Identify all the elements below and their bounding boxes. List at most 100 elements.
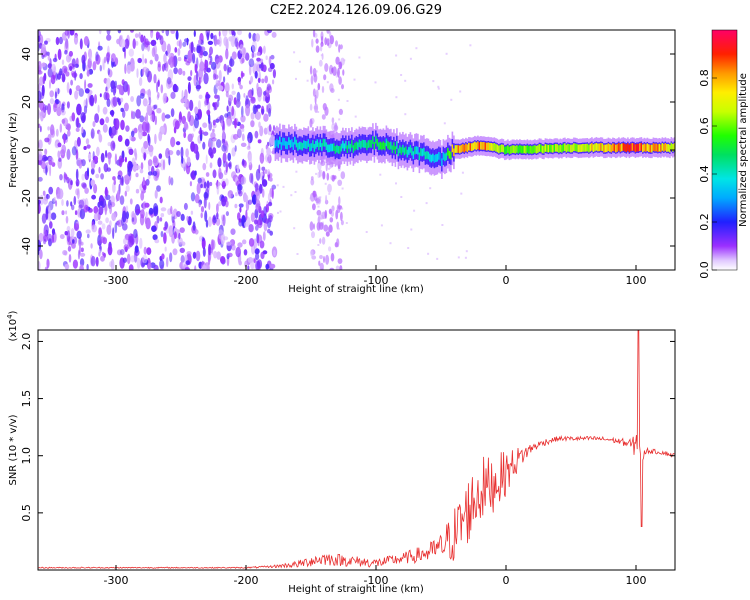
streak-blob [330, 35, 334, 44]
noise-blob [83, 146, 86, 150]
noise-blob [162, 64, 165, 72]
noise-blob [203, 73, 208, 85]
ridge-core [500, 145, 502, 153]
streak-blob [310, 250, 313, 257]
streak-blob [317, 172, 319, 178]
noise-blob [76, 179, 80, 187]
ridge-core [572, 145, 574, 153]
ridge-core [627, 143, 629, 151]
ridge-core [498, 146, 500, 154]
ridge-core [323, 139, 325, 147]
noise-blob [268, 215, 272, 222]
noise-blob [223, 76, 225, 83]
noise-blob [170, 92, 175, 99]
noise-blob [209, 47, 213, 55]
ridge-core [606, 144, 608, 152]
noise-blob [214, 34, 217, 46]
ridge-core [441, 158, 443, 166]
noise-blob [98, 221, 103, 225]
ridge-core [387, 141, 389, 149]
noise-blob [206, 220, 208, 228]
streak-blob [318, 83, 321, 90]
noise-blob [185, 148, 189, 157]
noise-blob [64, 173, 67, 179]
bottom-x-tick-label: 100 [626, 574, 647, 587]
noise-blob [234, 97, 237, 105]
ridge-core [639, 143, 641, 151]
noise-blob [63, 118, 69, 127]
ridge-core [417, 147, 419, 155]
ridge-core [546, 144, 548, 152]
noise-blob [56, 37, 60, 45]
noise-blob [239, 44, 244, 54]
noise-blob [136, 209, 141, 214]
noise-blob [129, 264, 134, 272]
noise-blob [188, 82, 191, 94]
noise-blob [221, 120, 224, 127]
ridge-core [357, 142, 359, 150]
ridge-core [356, 142, 358, 150]
ridge-core [354, 143, 356, 151]
ridge-core [327, 145, 329, 153]
noise-blob [46, 52, 50, 56]
ridge-core [312, 140, 314, 148]
ridge-core [453, 149, 455, 157]
noise-blob [148, 171, 153, 175]
noise-blob [106, 87, 108, 92]
noise-blob [49, 165, 51, 177]
noise-blob [66, 216, 69, 224]
ridge-core [372, 136, 374, 144]
ridge-core [489, 143, 491, 151]
noise-blob [95, 51, 98, 61]
noise-blob [75, 210, 77, 215]
streak-blob [311, 75, 314, 85]
noise-blob [142, 121, 147, 132]
noise-blob [76, 85, 81, 91]
faint-dot [295, 171, 297, 173]
noise-blob [184, 122, 188, 130]
faint-dot [277, 212, 279, 214]
noise-blob [255, 260, 260, 270]
noise-blob [215, 119, 219, 123]
ridge-core [566, 145, 568, 153]
noise-blob [235, 247, 241, 257]
faint-dot [328, 193, 330, 195]
noise-blob [161, 213, 165, 217]
noise-blob [111, 195, 115, 205]
noise-blob [81, 127, 83, 134]
noise-blob [79, 200, 85, 209]
streak-blob [324, 63, 328, 72]
noise-blob [138, 128, 143, 140]
noise-blob [91, 256, 96, 267]
noise-blob [154, 239, 159, 243]
ridge-core [297, 143, 299, 151]
noise-blob [142, 68, 144, 75]
noise-blob [176, 150, 180, 156]
noise-blob [143, 98, 148, 106]
noise-blob [133, 38, 136, 49]
noise-blob [190, 70, 192, 76]
noise-blob [272, 148, 275, 154]
noise-blob [196, 251, 201, 262]
noise-blob [160, 217, 163, 221]
ridge-core [522, 146, 524, 154]
noise-blob [64, 50, 67, 55]
ridge-core [536, 146, 538, 154]
colorbar-gradient [712, 30, 737, 270]
faint-dot [338, 99, 340, 101]
noise-blob [143, 141, 148, 149]
noise-blob [91, 195, 96, 200]
noise-blob [42, 85, 45, 97]
faint-dot [293, 227, 295, 229]
ridge-core [419, 153, 421, 161]
noise-blob [139, 77, 142, 86]
noise-blob [117, 175, 121, 180]
noise-blob [53, 102, 57, 112]
faint-dot [319, 196, 321, 198]
noise-blob [43, 239, 46, 245]
noise-blob [113, 85, 116, 96]
noise-blob [76, 118, 79, 128]
noise-blob [163, 54, 167, 64]
faint-dot [413, 210, 415, 212]
noise-blob [199, 95, 203, 99]
